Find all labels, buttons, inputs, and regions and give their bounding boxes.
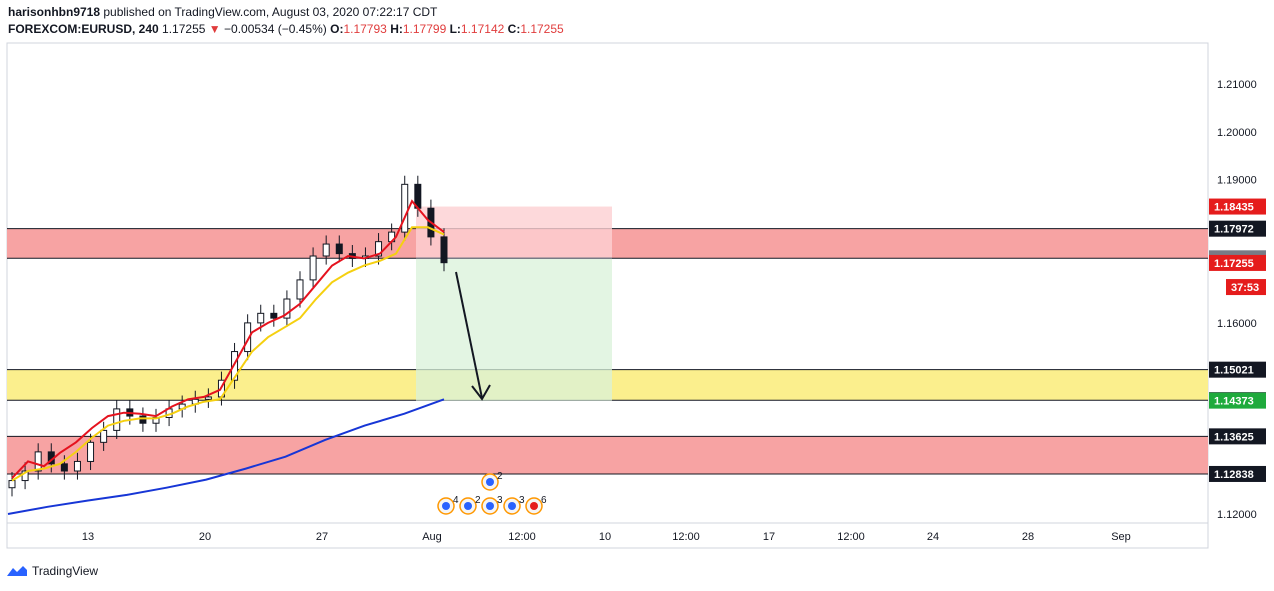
candle-body[interactable]: [244, 322, 252, 353]
x-tick-label: 10: [599, 531, 611, 543]
x-tick-label: 27: [316, 531, 328, 543]
x-tick-label: 20: [199, 531, 211, 543]
candle-body[interactable]: [335, 243, 343, 255]
event-count: 6: [541, 495, 547, 506]
event-count: 2: [475, 495, 481, 506]
x-tick-label: 24: [927, 531, 939, 543]
candle-body[interactable]: [204, 396, 212, 400]
y-tick-label: 1.19000: [1217, 175, 1257, 187]
symbol-legend: FOREXCOM:EURUSD, 240 1.17255 ▼ −0.00534 …: [8, 22, 564, 36]
symbol-name[interactable]: FOREXCOM:EURUSD, 240: [8, 22, 159, 36]
price-label: 1.12838: [1214, 469, 1254, 481]
event-flag-dot: [486, 478, 494, 486]
candle-body[interactable]: [100, 429, 108, 443]
event-flag-dot: [530, 502, 538, 510]
candle-body[interactable]: [309, 255, 317, 281]
candle-body[interactable]: [375, 241, 383, 257]
close-value: 1.17255: [520, 22, 564, 36]
close-label: C:: [507, 22, 521, 36]
event-flag-dot: [508, 502, 516, 510]
open-label: O:: [330, 22, 344, 36]
y-tick-label: 1.20000: [1217, 127, 1257, 139]
price-label-box[interactable]: [1209, 428, 1266, 445]
price-label-box[interactable]: [1209, 465, 1266, 482]
price-label: 1.13625: [1214, 431, 1254, 443]
x-tick-label: 17: [763, 531, 775, 543]
projection-arrow-line[interactable]: [455, 271, 483, 399]
tradingview-logo-icon: [7, 566, 27, 576]
x-tick-label: 13: [82, 531, 94, 543]
candle-body[interactable]: [257, 312, 265, 324]
event-count: 4: [453, 495, 459, 506]
candle-body[interactable]: [401, 183, 409, 233]
y-tick-label: 1.21000: [1217, 79, 1257, 91]
price-label-box[interactable]: [1209, 361, 1266, 378]
open-value: 1.17793: [343, 22, 387, 36]
candle-body[interactable]: [322, 243, 330, 257]
candle-body[interactable]: [87, 441, 95, 462]
event-count: 3: [519, 495, 525, 506]
price-label: 1.15021: [1214, 365, 1254, 377]
zone-support[interactable]: [7, 436, 1208, 474]
price-label-box[interactable]: [1226, 279, 1266, 296]
candle-body[interactable]: [60, 463, 68, 472]
brand-name: TradingView: [32, 564, 99, 578]
ema-fast-line[interactable]: [11, 199, 445, 479]
candle-body[interactable]: [231, 351, 239, 381]
x-tick-label: 28: [1022, 531, 1034, 543]
price-change: −0.00534 (−0.45%): [224, 22, 327, 36]
event-count: 3: [497, 495, 503, 506]
candle-body[interactable]: [21, 470, 29, 482]
high-value: 1.17799: [402, 22, 447, 36]
price-label-box[interactable]: [1209, 220, 1266, 237]
last-price: 1.17255: [162, 22, 206, 36]
x-tick-label: Sep: [1111, 531, 1131, 543]
projection-arrowhead[interactable]: [471, 384, 491, 401]
candle-body[interactable]: [296, 279, 304, 300]
x-tick-label: Aug: [422, 531, 442, 543]
candle-body[interactable]: [34, 451, 42, 472]
price-label: 1.14373: [1214, 396, 1254, 408]
candle-body[interactable]: [270, 312, 278, 319]
ma-long-line[interactable]: [7, 398, 445, 515]
price-label: 1.17255: [1214, 258, 1254, 270]
down-arrow-icon: ▼: [208, 22, 221, 36]
ema-slow-line[interactable]: [11, 226, 445, 482]
candle-body[interactable]: [139, 415, 147, 424]
low-value: 1.17142: [460, 22, 505, 36]
event-flag-dot: [442, 502, 450, 510]
publisher-line: harisonhbn9718 published on TradingView.…: [8, 5, 437, 19]
y-tick-label: 1.16000: [1217, 318, 1257, 330]
footer-brand[interactable]: TradingView: [6, 564, 98, 578]
event-count: 2: [497, 471, 503, 482]
x-tick-label: 12:00: [672, 531, 700, 543]
candle-body[interactable]: [113, 408, 121, 431]
stop-loss-zone[interactable]: [416, 206, 612, 259]
published-info: published on TradingView.com, August 03,…: [100, 5, 438, 19]
y-tick-label: 1.12000: [1217, 509, 1257, 521]
event-flag-dot: [486, 502, 494, 510]
candle-body[interactable]: [440, 236, 448, 264]
high-label: H:: [390, 22, 403, 36]
price-label-box[interactable]: [1209, 254, 1266, 271]
candle-body[interactable]: [8, 480, 16, 489]
low-label: L:: [449, 22, 461, 36]
candle-body[interactable]: [283, 298, 291, 319]
price-label: 1.18435: [1214, 202, 1254, 214]
take-profit-zone[interactable]: [416, 258, 612, 401]
price-label: 1.17972: [1214, 224, 1254, 236]
price-label-box[interactable]: [1209, 198, 1266, 215]
x-tick-label: 12:00: [837, 531, 865, 543]
event-flag-dot: [464, 502, 472, 510]
x-tick-label: 12:00: [508, 531, 536, 543]
price-label-box[interactable]: [1209, 392, 1266, 409]
price-label: 37:53: [1231, 282, 1259, 294]
publisher-name[interactable]: harisonhbn9718: [8, 5, 101, 19]
candle-body[interactable]: [73, 460, 81, 472]
